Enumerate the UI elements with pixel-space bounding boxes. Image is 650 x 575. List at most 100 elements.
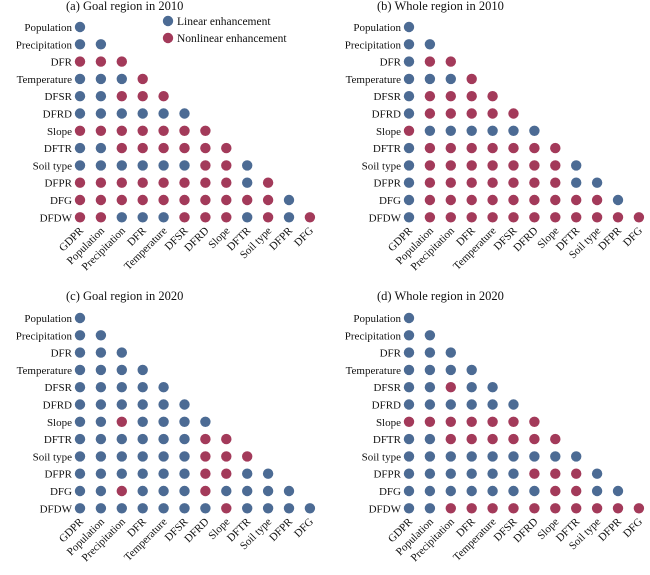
column-label: DFRD: [182, 225, 211, 254]
nonlinear-enhancement-dot: [200, 125, 211, 136]
linear-enhancement-dot: [158, 468, 169, 479]
nonlinear-enhancement-dot: [116, 142, 128, 154]
nonlinear-enhancement-dot: [221, 503, 232, 514]
linear-enhancement-dot: [95, 364, 107, 376]
linear-enhancement-dot: [116, 503, 128, 514]
linear-enhancement-dot: [158, 399, 169, 410]
row-label: DFRD: [372, 400, 401, 412]
heatmap-panel-4: (d) Whole region in 2020 Population Precip…: [345, 289, 645, 564]
linear-enhancement-dot: [445, 485, 456, 497]
linear-enhancement-dot: [445, 451, 456, 462]
nonlinear-enhancement-dot: [262, 177, 274, 188]
linear-enhancement-dot: [487, 399, 498, 410]
nonlinear-enhancement-dot: [466, 212, 477, 223]
linear-enhancement-dot: [137, 485, 148, 497]
nonlinear-enhancement-dot: [445, 177, 456, 188]
nonlinear-enhancement-dot: [137, 177, 148, 188]
nonlinear-enhancement-dot: [487, 433, 498, 445]
column-label: DFPR: [596, 515, 624, 543]
column-label: DFRD: [182, 516, 211, 545]
linear-enhancement-dot: [158, 485, 169, 497]
nonlinear-enhancement-dot: [612, 212, 624, 223]
linear-enhancement-dot: [200, 416, 211, 427]
linear-enhancement-dot: [403, 194, 415, 206]
column-label: DFG: [292, 516, 316, 540]
row-label: Population: [353, 22, 401, 34]
nonlinear-enhancement-dot: [487, 212, 498, 223]
legend: Linear enhancement Nonlinear enhancement: [162, 15, 287, 45]
nonlinear-enhancement-dot: [403, 416, 415, 427]
column-label: DFPR: [267, 515, 295, 543]
row-label: Temperature: [17, 74, 73, 86]
linear-enhancement-dot: [116, 364, 128, 376]
nonlinear-enhancement-dot: [487, 416, 498, 427]
nonlinear-enhancement-dot: [137, 142, 148, 154]
linear-enhancement-dot: [137, 416, 148, 427]
row-label: Temperature: [346, 74, 402, 86]
linear-enhancement-dot: [424, 399, 436, 410]
nonlinear-enhancement-dot: [74, 125, 86, 136]
linear-enhancement-dot: [158, 212, 169, 223]
nonlinear-enhancement-dot: [550, 160, 561, 171]
row-label: Temperature: [346, 365, 402, 377]
nonlinear-enhancement-dot: [591, 194, 603, 206]
nonlinear-enhancement-dot: [74, 177, 86, 188]
nonlinear-enhancement-dot: [158, 125, 169, 136]
nonlinear-enhancement-dot: [95, 212, 107, 223]
linear-enhancement-dot: [95, 382, 107, 393]
nonlinear-enhancement-dot: [508, 177, 519, 188]
row-label: DFSR: [373, 91, 401, 103]
nonlinear-enhancement-dot: [424, 56, 436, 67]
nonlinear-enhancement-dot: [424, 194, 436, 206]
nonlinear-enhancement-dot: [200, 485, 211, 497]
linear-enhancement-dot: [137, 503, 148, 514]
linear-enhancement-dot: [116, 468, 128, 479]
nonlinear-enhancement-dot: [116, 91, 128, 102]
legend-label: Linear enhancement: [177, 16, 271, 28]
linear-enhancement-dot: [116, 73, 128, 85]
linear-enhancement-dot: [424, 468, 436, 479]
panel-title: (c) Goal region in 2020: [66, 289, 183, 303]
linear-enhancement-dot: [424, 347, 436, 358]
nonlinear-enhancement-dot: [424, 177, 436, 188]
linear-enhancement-dot: [74, 160, 86, 171]
nonlinear-enhancement-dot: [571, 194, 582, 206]
nonlinear-enhancement-dot: [242, 194, 253, 206]
nonlinear-enhancement-dot: [445, 142, 456, 154]
nonlinear-enhancement-dot: [158, 177, 169, 188]
linear-enhancement-dot: [116, 160, 128, 171]
row-label: DFDW: [369, 212, 402, 224]
linear-enhancement-dot: [487, 125, 498, 136]
nonlinear-enhancement-dot: [529, 142, 540, 154]
linear-enhancement-dot: [403, 91, 415, 102]
nonlinear-enhancement-dot: [550, 212, 561, 223]
linear-enhancement-dot: [508, 468, 519, 479]
row-label: DFG: [379, 486, 401, 498]
linear-enhancement-dot: [591, 485, 603, 497]
row-label: Soil type: [33, 160, 73, 172]
linear-enhancement-dot: [95, 39, 107, 50]
linear-enhancement-dot: [179, 503, 190, 514]
row-label: DFRD: [372, 109, 401, 121]
linear-enhancement-dot: [116, 347, 128, 358]
linear-enhancement-dot: [74, 312, 86, 324]
row-label: DFR: [380, 57, 402, 69]
nonlinear-enhancement-dot: [633, 503, 645, 514]
linear-enhancement-dot: [74, 142, 86, 154]
linear-enhancement-dot: [95, 91, 107, 102]
column-label: DFG: [621, 225, 645, 249]
nonlinear-enhancement-dot: [179, 177, 190, 188]
linear-enhancement-dot: [403, 451, 415, 462]
nonlinear-enhancement-dot: [445, 108, 456, 119]
nonlinear-enhancement-dot: [508, 142, 519, 154]
row-label: DFTR: [373, 143, 402, 155]
linear-enhancement-dot: [179, 468, 190, 479]
linear-enhancement-dot: [242, 503, 253, 514]
column-label: DFRD: [511, 516, 540, 545]
nonlinear-enhancement-dot: [508, 416, 519, 427]
linear-enhancement-dot: [179, 451, 190, 462]
row-label: Precipitation: [345, 39, 402, 51]
linear-enhancement-dot: [487, 451, 498, 462]
nonlinear-enhancement-dot: [116, 416, 128, 427]
